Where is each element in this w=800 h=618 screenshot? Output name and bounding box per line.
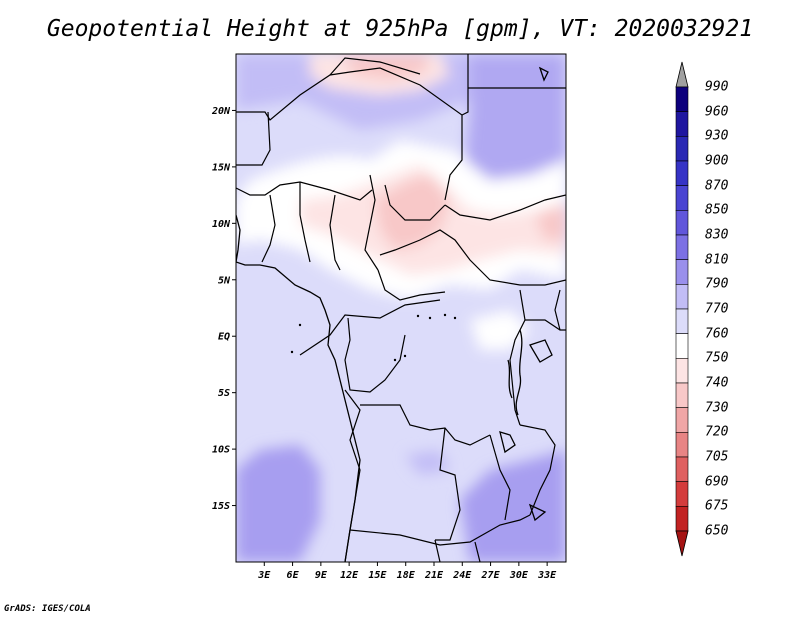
map-frame	[235, 53, 567, 563]
field-sw-810	[236, 445, 320, 562]
colorbar-band	[675, 358, 689, 384]
coastline	[236, 66, 553, 562]
colorbar-level-label: 990	[705, 79, 729, 95]
colorbar-band	[675, 160, 689, 186]
lake-dots	[290, 313, 457, 362]
colorbar-band	[675, 308, 689, 334]
lon-tick-label: 30E	[509, 570, 529, 581]
colorbar-level-label: 930	[705, 128, 729, 144]
lon-tick-label: 15E	[368, 570, 387, 581]
colorbar-level-label: 690	[705, 474, 729, 490]
field-se-810	[460, 450, 566, 562]
colorbar-band	[675, 407, 689, 433]
lon-tick-label: 27E	[481, 570, 501, 581]
colorbar-level-label: 740	[705, 375, 729, 391]
map-field	[236, 54, 566, 562]
country-borders	[236, 54, 566, 562]
lat-tick-label: 20N	[211, 106, 231, 117]
colorbar-top-arrow	[675, 61, 689, 88]
lat-tick-label: 10S	[212, 445, 230, 456]
lat-tick-label: EQ	[218, 332, 230, 343]
colorbar	[675, 61, 689, 557]
lat-tick-label: 15N	[212, 162, 231, 173]
lon-tick-label: 6E	[287, 570, 300, 581]
field-s-790	[405, 450, 450, 475]
colorbar-band	[675, 185, 689, 211]
grads-credit: GrADS: IGES/COLA	[4, 604, 91, 614]
colorbar-level-label: 960	[705, 104, 729, 120]
field-ne-810	[465, 54, 566, 180]
colorbar-level-label: 705	[705, 449, 729, 465]
lon-axis: 3E 6E 9E 12E 15E 18E 21E 24E 27E 30E 33E	[257, 562, 557, 581]
colorbar-level-label: 850	[705, 202, 729, 218]
colorbar-band	[675, 86, 689, 112]
colorbar-level-label: 810	[705, 252, 729, 268]
colorbar-band	[675, 456, 689, 482]
lat-tick-label: 5S	[218, 388, 230, 399]
field-740-core	[375, 175, 450, 250]
colorbar-band	[675, 234, 689, 260]
colorbar-level-label: 770	[705, 301, 729, 317]
lon-tick-label: 12E	[340, 570, 359, 581]
lon-tick-label: 3E	[257, 570, 271, 581]
colorbar-band	[675, 506, 689, 532]
lat-tick-label: 5N	[218, 275, 231, 286]
map-title: Geopotential Height at 925hPa [gpm], VT:…	[46, 16, 754, 42]
lon-tick-label: 33E	[537, 570, 557, 581]
colorbar-band	[675, 111, 689, 137]
colorbar-level-label: 730	[705, 400, 729, 416]
colorbar-band	[675, 136, 689, 162]
lon-tick-label: 18E	[397, 570, 416, 581]
lat-tick-label: 10N	[212, 219, 231, 230]
colorbar-level-label: 750	[705, 350, 729, 366]
field-740-east	[535, 205, 566, 240]
colorbar-level-label: 650	[705, 523, 729, 539]
colorbar-band	[675, 382, 689, 408]
colorbar-band	[675, 210, 689, 236]
lon-tick-label: 9E	[315, 570, 328, 581]
lon-tick-label: 24E	[452, 570, 472, 581]
colorbar-level-label: 790	[705, 276, 729, 292]
colorbar-level-label: 900	[705, 153, 729, 169]
colorbar-level-label: 720	[705, 424, 729, 440]
colorbar-band	[675, 259, 689, 285]
colorbar-band	[675, 284, 689, 310]
colorbar-level-label: 675	[705, 498, 729, 514]
colorbar-level-label: 760	[705, 326, 729, 342]
colorbar-band	[675, 432, 689, 458]
colorbar-bottom-arrow	[675, 530, 689, 557]
lat-axis: 20N 15N 10N 5N EQ 5S 10S 15S	[211, 106, 236, 512]
colorbar-level-label: 870	[705, 178, 729, 194]
lat-tick-label: 15S	[212, 501, 230, 512]
colorbar-band	[675, 333, 689, 359]
colorbar-level-label: 830	[705, 227, 729, 243]
colorbar-band	[675, 481, 689, 507]
lon-tick-label: 21E	[424, 570, 444, 581]
